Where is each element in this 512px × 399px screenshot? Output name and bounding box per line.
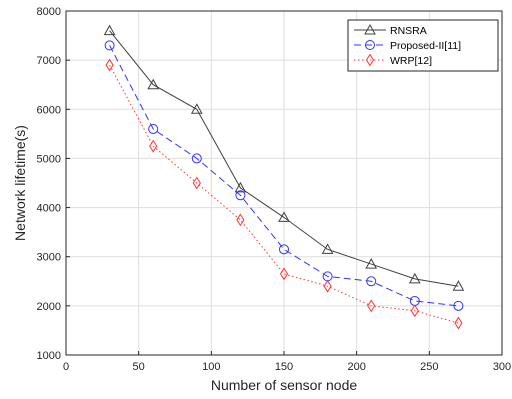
data-point-marker: [190, 103, 203, 114]
data-point-marker: [236, 213, 245, 227]
x-axis-label: Number of sensor node: [211, 377, 358, 393]
y-tick-label: 8000: [37, 6, 61, 18]
y-tick-label: 4000: [37, 203, 61, 215]
data-point-marker: [192, 176, 201, 190]
data-point-marker: [454, 316, 463, 330]
y-axis-label: Network lifetime(s): [12, 125, 28, 241]
x-tick-label: 0: [63, 361, 69, 373]
y-tick-label: 2000: [37, 301, 61, 313]
legend-marker: [364, 23, 376, 35]
y-tick-label: 6000: [37, 104, 61, 116]
legend-label: Proposed-II[11]: [390, 40, 461, 52]
x-tick-label: 100: [202, 361, 220, 373]
x-tick-label: 250: [420, 361, 438, 373]
data-point-marker: [323, 279, 332, 293]
legend-marker: [365, 53, 375, 67]
series-line: [109, 45, 459, 307]
series-line: [109, 30, 459, 287]
data-point-marker: [147, 78, 160, 90]
series-rnsra: [103, 24, 465, 291]
data-point-marker: [366, 276, 377, 287]
data-point-marker: [149, 139, 158, 153]
axis-ticks: 0 50 100 150 200 250 300 1000 2000 3000 4000 5000 60…: [37, 6, 512, 373]
legend-item: RNSRA: [354, 23, 427, 37]
legend-item: Proposed-II[11]: [354, 40, 461, 52]
data-point-marker: [365, 258, 378, 269]
x-tick-label: 50: [133, 361, 145, 373]
data-point-marker: [408, 272, 421, 284]
data-point-marker: [410, 304, 419, 318]
legend-box: [347, 19, 499, 72]
legend-label: WRP[12]: [390, 55, 432, 67]
data-point-marker: [191, 153, 202, 164]
y-tick-label: 5000: [37, 153, 61, 165]
series-wrp-12: [105, 58, 463, 330]
y-tick-label: 7000: [37, 55, 61, 67]
data-point-marker: [452, 280, 465, 291]
data-point-marker: [453, 300, 464, 311]
data-point-marker: [235, 190, 246, 201]
data-point-marker: [103, 24, 116, 36]
series-proposed-ii-11: [104, 40, 464, 311]
y-tick-label: 1000: [37, 350, 61, 362]
series-layer: [103, 24, 465, 330]
x-tick-label: 200: [347, 361, 365, 373]
x-tick-label: 150: [275, 361, 293, 373]
data-point-marker: [279, 267, 289, 281]
data-point-marker: [148, 123, 159, 134]
legend-marker: [365, 40, 375, 50]
x-tick-label: 300: [493, 361, 511, 373]
data-point-marker: [104, 40, 115, 51]
data-point-marker: [279, 244, 289, 255]
legend: RNSRA Proposed-II[11] WRP[12]: [347, 19, 499, 72]
y-tick-label: 3000: [37, 252, 61, 264]
data-point-marker: [234, 181, 247, 193]
data-point-marker: [105, 58, 114, 72]
data-point-marker: [278, 211, 290, 222]
data-point-marker: [367, 299, 376, 313]
data-point-marker: [321, 243, 334, 254]
legend-label: RNSRA: [390, 25, 427, 37]
legend-item: WRP[12]: [354, 53, 432, 67]
